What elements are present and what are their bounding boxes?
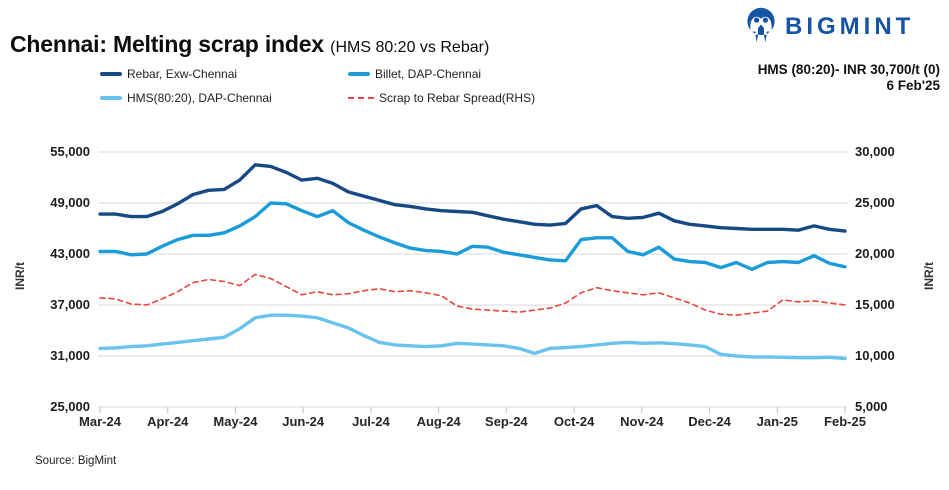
legend-label: Scrap to Rebar Spread(RHS) — [379, 91, 536, 105]
billet-line-marker-icon — [348, 72, 370, 76]
legend-label: HMS(80:20), DAP-Chennai — [127, 91, 272, 105]
x-tick-label: Aug-24 — [416, 414, 461, 429]
price-annotation: HMS (80:20)- INR 30,700/t (0) 6 Feb'25 — [758, 62, 940, 94]
y-right-tick-label: 5,000 — [855, 399, 888, 414]
x-tick-label: May-24 — [213, 414, 258, 429]
series-line-rebar-exw-chennai — [98, 163, 847, 233]
y-right-tick-label: 20,000 — [855, 246, 895, 261]
x-tick-label: Oct-24 — [553, 414, 595, 429]
series-line-scrap-to-rebar-spread-rhs- — [99, 273, 846, 317]
x-tick-label: Feb-25 — [824, 414, 866, 429]
bigmint-logo-icon — [747, 7, 775, 43]
series-line-hms-80-20-dap-chennai — [98, 313, 847, 361]
y-right-tick-label: 30,000 — [855, 144, 895, 159]
y-right-tick-label: 10,000 — [855, 348, 895, 363]
legend-item-billet: Billet, DAP-Chennai — [348, 67, 481, 81]
legend-label: Billet, DAP-Chennai — [375, 67, 482, 81]
legend-item-rebar: Rebar, Exw-Chennai — [100, 67, 237, 81]
legend-label: Rebar, Exw-Chennai — [127, 67, 238, 81]
spread-dashed-marker-icon — [348, 97, 374, 99]
y-left-tick-label: 37,000 — [50, 297, 90, 312]
price-date: 6 Feb'25 — [886, 78, 941, 93]
source-note: Source: BigMint — [35, 455, 117, 467]
bigmint-logo: BIGMINT — [744, 5, 914, 48]
x-tick-label: Jan-25 — [756, 414, 798, 429]
x-tick-label: Dec-24 — [688, 414, 731, 429]
legend-item-spread: Scrap to Rebar Spread(RHS) — [348, 91, 535, 105]
left-axis-title: INR/t — [13, 262, 27, 290]
y-left-tick-label: 43,000 — [50, 246, 90, 261]
rebar-line-marker-icon — [100, 72, 122, 76]
legend-item-hms: HMS(80:20), DAP-Chennai — [100, 91, 272, 105]
hms-line-marker-icon — [100, 96, 122, 100]
y-left-tick-label: 25,000 — [50, 399, 90, 414]
x-tick-label: Sep-24 — [485, 414, 528, 429]
y-left-tick-label: 55,000 — [50, 144, 90, 159]
page-title: Chennai: Melting scrap index (HMS 80:20 … — [10, 31, 489, 58]
x-tick-label: Apr-24 — [147, 414, 189, 429]
x-tick-label: Jul-24 — [352, 414, 390, 429]
x-tick-label: Mar-24 — [79, 414, 121, 429]
hms-price-note: HMS (80:20)- INR 30,700/t (0) — [757, 62, 940, 77]
title-subtitle: (HMS 80:20 vs Rebar) — [330, 39, 490, 56]
title-main: Chennai: Melting scrap index — [10, 31, 324, 57]
x-tick-label: Jun-24 — [282, 414, 325, 429]
y-left-tick-label: 49,000 — [50, 195, 90, 210]
brand-name: BIGMINT — [785, 12, 915, 40]
y-right-tick-label: 15,000 — [855, 297, 895, 312]
series-line-billet-dap-chennai — [98, 201, 847, 271]
x-tick-label: Nov-24 — [620, 414, 664, 429]
y-right-tick-label: 25,000 — [855, 195, 895, 210]
right-axis-title: INR/t — [922, 262, 936, 290]
y-left-tick-label: 31,000 — [50, 348, 90, 363]
